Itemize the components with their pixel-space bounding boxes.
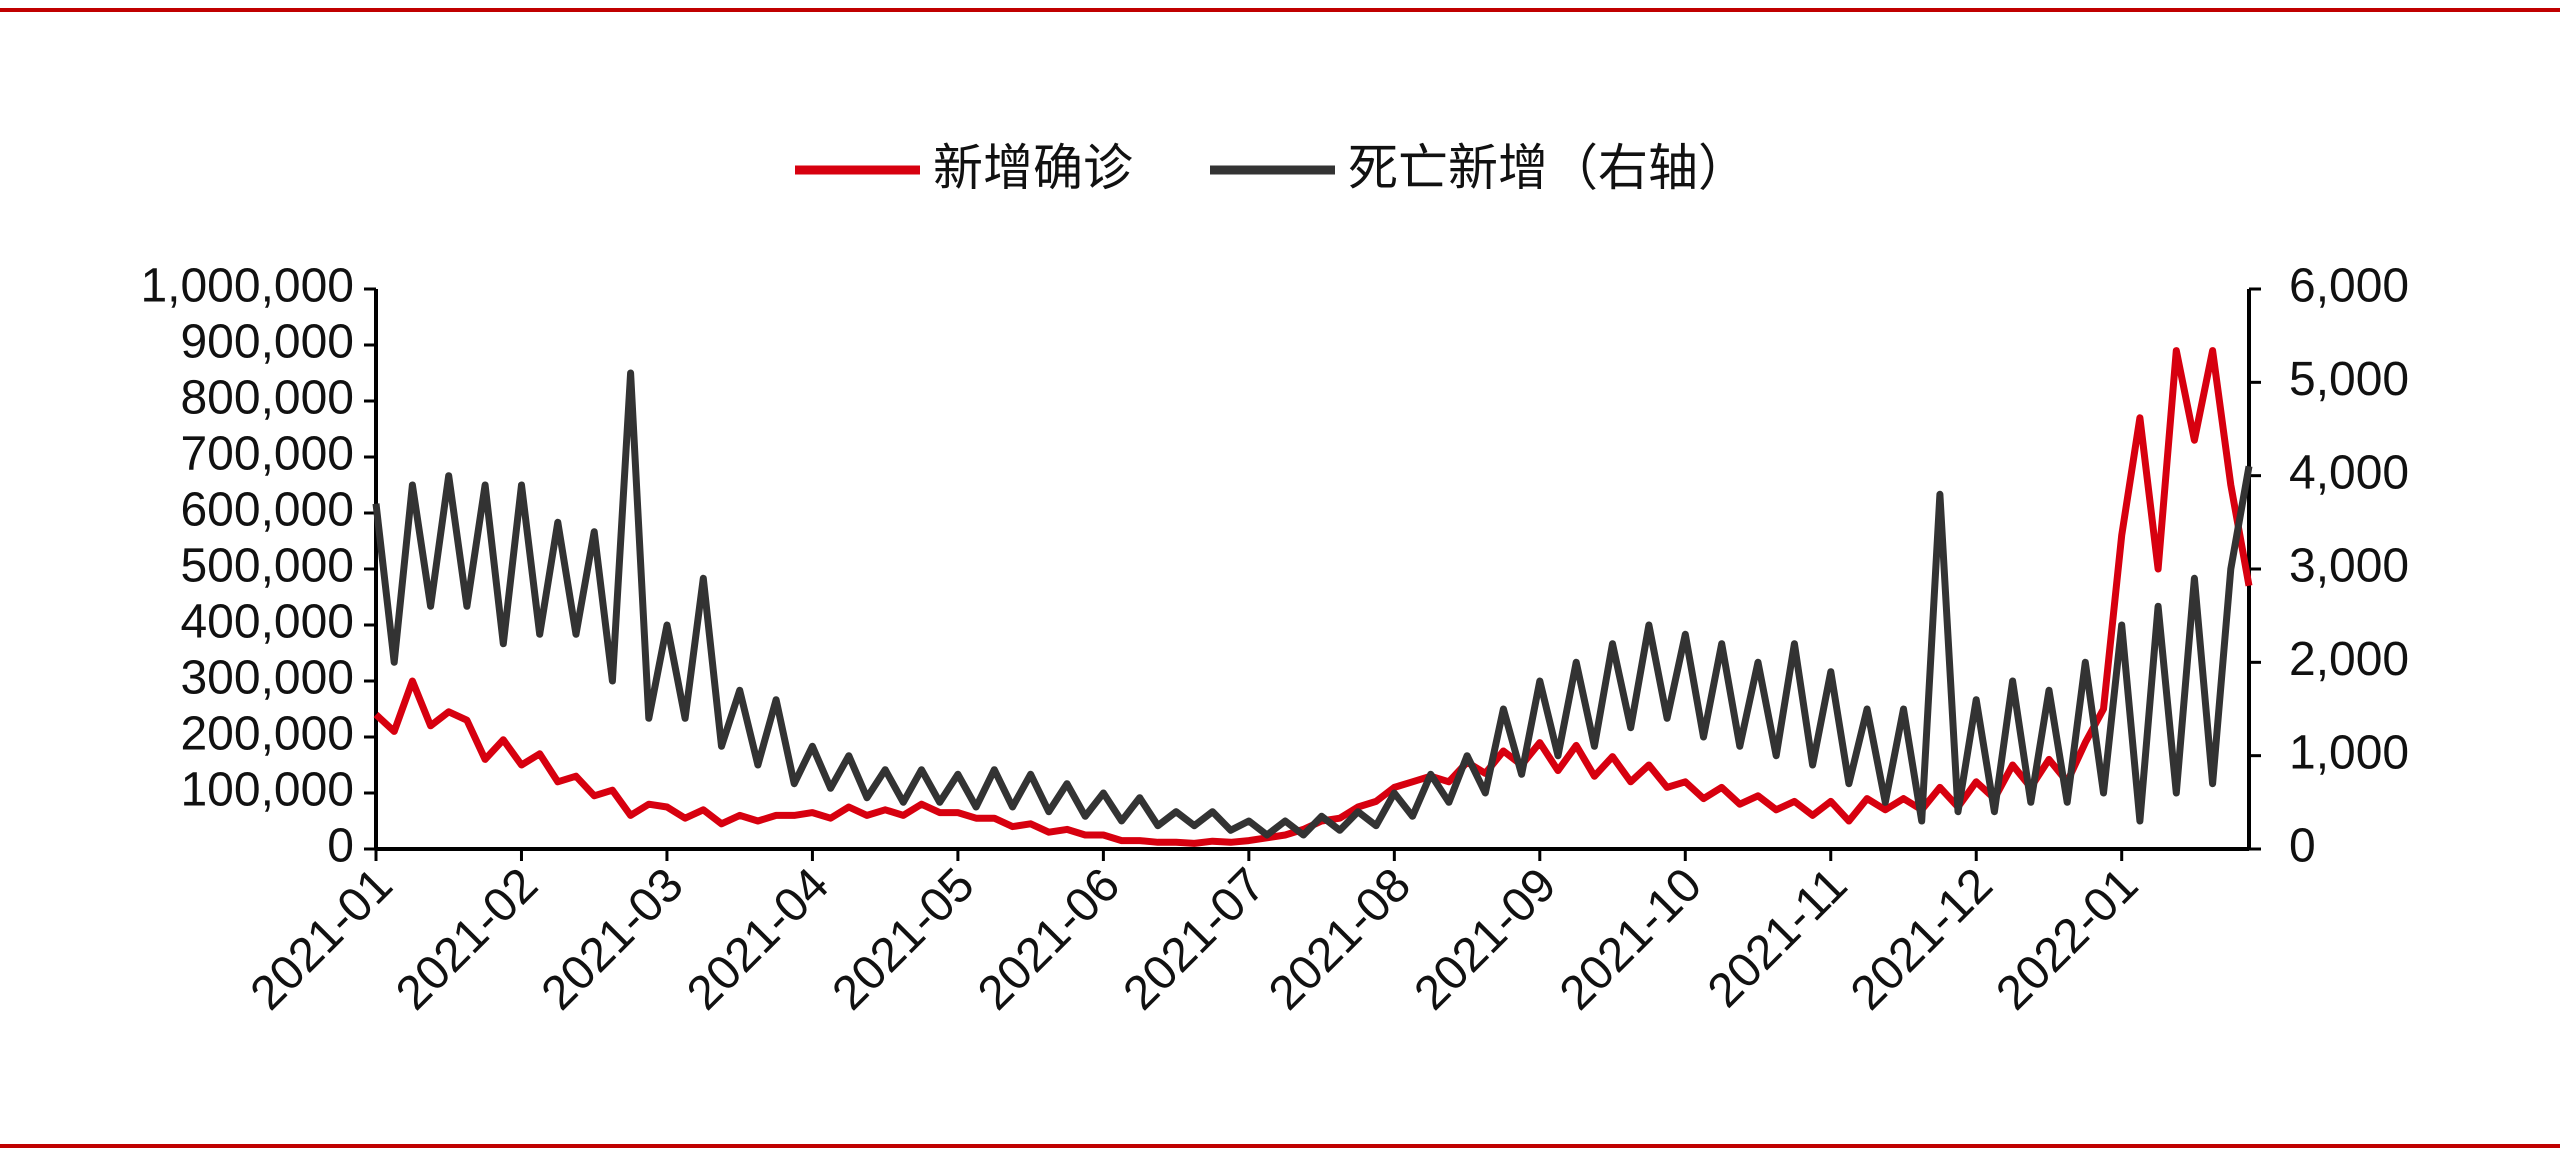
- y-tick-label: 300,000: [180, 652, 354, 705]
- y-tick-label: 1,000,000: [140, 260, 354, 313]
- x-tick-label: 2021-12: [1841, 858, 2003, 1020]
- y-tick-label: 800,000: [180, 372, 354, 425]
- y-tick-label: 600,000: [180, 484, 354, 537]
- x-tick-label: 2021-03: [532, 858, 694, 1020]
- y-tick-label: 0: [327, 820, 354, 873]
- series-line: [372, 369, 2253, 839]
- y-tick-label: 200,000: [180, 708, 354, 761]
- y-tick-label: 500,000: [180, 540, 354, 593]
- y-tick-label: 900,000: [180, 316, 354, 369]
- y2-tick-label: 0: [2289, 820, 2316, 873]
- x-tick-label: 2021-02: [386, 858, 548, 1020]
- y2-tick-label: 5,000: [2289, 353, 2409, 406]
- x-tick-label: 2021-07: [1114, 858, 1276, 1020]
- x-tick-label: 2021-06: [968, 858, 1130, 1020]
- y2-tick-label: 4,000: [2289, 446, 2409, 499]
- y-tick-label: 100,000: [180, 764, 354, 817]
- x-tick-label: 2021-05: [823, 858, 985, 1020]
- y2-tick-label: 3,000: [2289, 540, 2409, 593]
- x-tick-label: 2021-11: [1698, 858, 1858, 1018]
- y2-tick-label: 1,000: [2289, 726, 2409, 779]
- y2-tick-label: 2,000: [2289, 633, 2409, 686]
- y-tick-label: 700,000: [180, 428, 354, 481]
- y2-tick-label: 6,000: [2289, 260, 2409, 313]
- y-tick-label: 400,000: [180, 596, 354, 649]
- legend-label: 死亡新增（右轴）: [1348, 140, 1748, 196]
- x-tick-label: 2021-04: [677, 858, 839, 1020]
- x-tick-label: 2021-08: [1259, 858, 1421, 1020]
- x-tick-label: 2021-01: [241, 858, 403, 1020]
- x-tick-label: 2021-10: [1550, 858, 1712, 1020]
- x-tick-label: 2022-01: [1986, 858, 2148, 1020]
- legend-label: 新增确诊: [933, 140, 1133, 196]
- x-tick-label: 2021-09: [1405, 858, 1567, 1020]
